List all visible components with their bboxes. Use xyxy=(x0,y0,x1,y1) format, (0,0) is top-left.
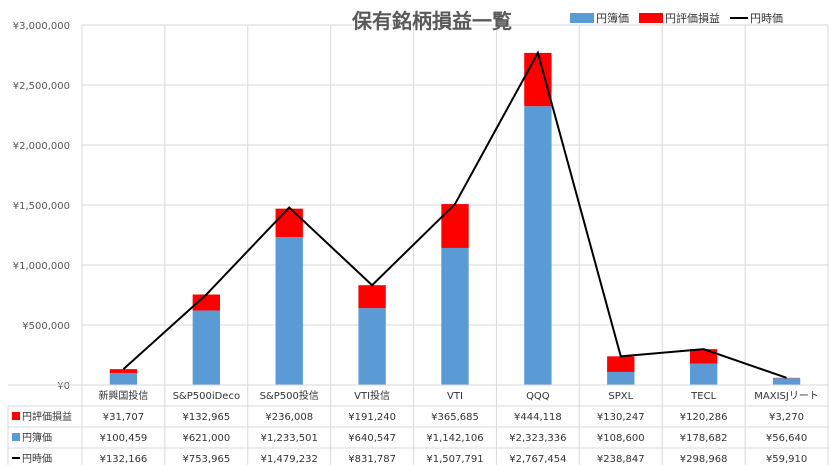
bar-segment xyxy=(109,369,138,373)
table-cell: ¥238,847 xyxy=(597,454,645,465)
bars xyxy=(109,52,801,385)
bar-segment xyxy=(607,371,635,385)
table-cell: ¥2,767,454 xyxy=(509,454,566,465)
table-cell: ¥132,965 xyxy=(182,412,230,423)
chart-title: 保有銘柄損益一覧 xyxy=(351,9,512,33)
legend-label: 円評価損益 xyxy=(665,11,720,25)
bar-segment xyxy=(275,236,303,385)
y-tick-label: ¥1,500,000 xyxy=(13,201,70,212)
x-tick-label: S&P500投信 xyxy=(260,389,319,402)
x-tick-label: S&P500iDeco xyxy=(173,391,241,402)
table-cell: ¥2,323,336 xyxy=(509,433,566,444)
y-axis: ¥0 ¥500,000 ¥1,000,000 ¥1,500,000 ¥2,000,000… xyxy=(13,21,70,392)
bar-segment xyxy=(772,378,801,385)
x-tick-label: MAXISJリート xyxy=(754,391,819,402)
x-tick-label: VTI投信 xyxy=(354,389,390,402)
table-series-key xyxy=(12,412,20,420)
bar-segment xyxy=(441,204,469,248)
table-cell: ¥298,968 xyxy=(680,454,728,465)
table-cell: ¥444,118 xyxy=(514,412,562,423)
legend-label: 円簿価 xyxy=(596,11,629,25)
bar-segment xyxy=(524,106,552,385)
table-cell: ¥132,166 xyxy=(100,454,148,465)
bar-segment xyxy=(358,308,386,385)
table-cell: ¥1,142,106 xyxy=(426,433,483,444)
bar-segment xyxy=(109,372,138,385)
table-cell: ¥831,787 xyxy=(348,454,396,465)
table-cell: ¥640,547 xyxy=(348,433,396,444)
table-cell: ¥1,479,232 xyxy=(261,454,318,465)
bar-segment xyxy=(358,285,386,309)
legend: 円簿価 円評価損益 円時価 xyxy=(570,11,783,25)
bar-segment xyxy=(192,310,221,385)
table-cell: ¥1,507,791 xyxy=(426,454,483,465)
table-cell: ¥178,682 xyxy=(680,433,728,444)
table-cell: ¥56,640 xyxy=(766,433,807,444)
y-tick-label: ¥0 xyxy=(57,381,70,392)
table-row-label: 円簿価 xyxy=(22,431,52,444)
table-cell: ¥365,685 xyxy=(431,412,479,423)
x-tick-label: VTI xyxy=(447,391,463,402)
legend-label: 円時価 xyxy=(750,12,783,25)
table-cell: ¥31,707 xyxy=(103,412,144,423)
table-series-key xyxy=(12,433,20,441)
gridlines xyxy=(81,24,829,465)
y-tick-label: ¥500,000 xyxy=(22,321,70,332)
y-tick-label: ¥2,000,000 xyxy=(13,141,70,152)
legend-key xyxy=(570,13,594,23)
table-cell: ¥191,240 xyxy=(348,412,396,423)
table-cell: ¥1,233,501 xyxy=(261,433,318,444)
bar-segment xyxy=(275,208,303,237)
bar-segment xyxy=(192,294,221,311)
y-tick-label: ¥1,000,000 xyxy=(13,261,70,272)
bar-segment xyxy=(689,363,718,385)
table-cell: ¥753,965 xyxy=(182,454,230,465)
table-cell: ¥108,600 xyxy=(597,433,645,444)
table-cell: ¥236,008 xyxy=(265,412,313,423)
bar-segment xyxy=(607,356,635,372)
table-cell: ¥100,459 xyxy=(100,433,148,444)
line-path xyxy=(122,50,787,379)
table-row-label: 円評価損益 xyxy=(22,410,72,423)
data-table: 新興国投信 S&P500iDeco S&P500投信 VTI投信 VTI QQQ SPXL T… xyxy=(7,384,828,465)
line-series xyxy=(122,50,787,379)
y-tick-label: ¥3,000,000 xyxy=(13,21,70,32)
x-tick-label: QQQ xyxy=(526,391,550,402)
table-cell: ¥59,910 xyxy=(766,454,807,465)
bar-segment xyxy=(524,52,552,107)
table-row-label: 円時価 xyxy=(22,452,52,465)
bar-segment xyxy=(441,247,469,385)
x-tick-label: 新興国投信 xyxy=(98,389,148,402)
table-cell: ¥130,247 xyxy=(597,412,645,423)
legend-key xyxy=(639,13,663,23)
table-cell: ¥621,000 xyxy=(182,433,230,444)
bar-segment xyxy=(689,349,718,364)
x-tick-label: TECL xyxy=(690,391,716,402)
y-tick-label: ¥2,500,000 xyxy=(13,81,70,92)
table-cell: ¥120,286 xyxy=(680,412,728,423)
table-cell: ¥3,270 xyxy=(769,412,804,423)
x-tick-label: SPXL xyxy=(608,391,633,402)
